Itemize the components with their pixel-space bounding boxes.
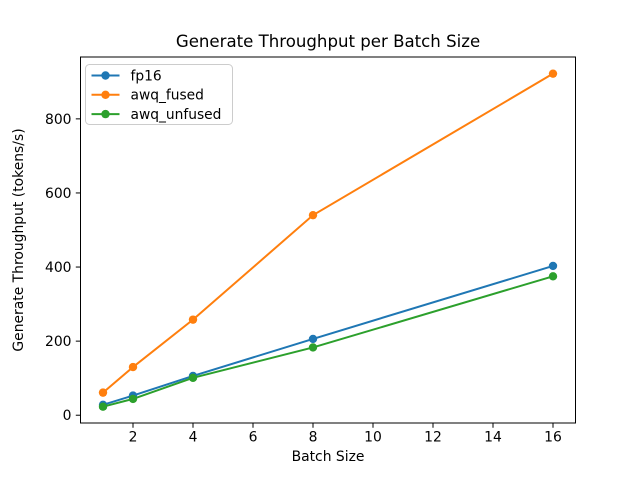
x-axis-ticks: 2 4 6 8 10 12 14 16: [129, 423, 562, 446]
series-awq_fused-marker: [188, 315, 198, 324]
legend-frame: [85, 64, 233, 125]
y-tick-label: 400: [45, 260, 72, 276]
x-tick-label: 12: [424, 430, 442, 446]
legend-label-awq_fused: awq_fused: [131, 88, 204, 104]
y-tick-label: 800: [45, 112, 72, 128]
x-tick-label: 2: [129, 430, 138, 446]
legend-label-fp16: fp16: [131, 68, 162, 84]
series-awq_unfused-marker: [308, 343, 318, 352]
legend-marker-fp16: [101, 71, 110, 80]
y-axis-ticks: 0 200 400 600 800: [45, 112, 81, 424]
x-tick-label: 6: [249, 430, 258, 446]
legend: fp16 awq_fused awq_unfused: [85, 64, 233, 125]
legend-label-awq_unfused: awq_unfused: [131, 107, 222, 123]
series-layer: [98, 69, 558, 411]
chart-title: Generate Throughput per Batch Size: [176, 32, 480, 51]
x-tick-label: 10: [364, 430, 382, 446]
series-awq_fused-marker: [98, 388, 108, 397]
x-tick-label: 14: [484, 430, 502, 446]
y-tick-label: 200: [45, 334, 72, 350]
x-axis-label: Batch Size: [292, 449, 365, 465]
x-tick-label: 4: [189, 430, 198, 446]
series-awq_fused-marker: [548, 69, 558, 78]
series-fp16-marker: [308, 334, 318, 344]
y-tick-label: 600: [45, 186, 72, 202]
series-awq_fused-marker: [308, 210, 318, 220]
series-awq_fused-marker: [128, 362, 138, 372]
series-awq_unfused-marker: [98, 402, 108, 411]
y-tick-label: 0: [63, 408, 72, 424]
x-tick-label: 16: [544, 430, 562, 446]
series-awq_unfused-marker: [128, 394, 138, 404]
series-awq_unfused-marker: [548, 272, 558, 281]
y-axis-label: Generate Throughput (tokens/s): [11, 128, 27, 351]
series-awq_unfused-marker: [188, 373, 198, 383]
legend-marker-awq_unfused: [101, 109, 110, 119]
axes-spines: [80, 56, 576, 424]
legend-marker-awq_fused: [101, 90, 110, 100]
series-fp16-marker: [548, 261, 558, 271]
x-tick-label: 8: [309, 430, 318, 446]
